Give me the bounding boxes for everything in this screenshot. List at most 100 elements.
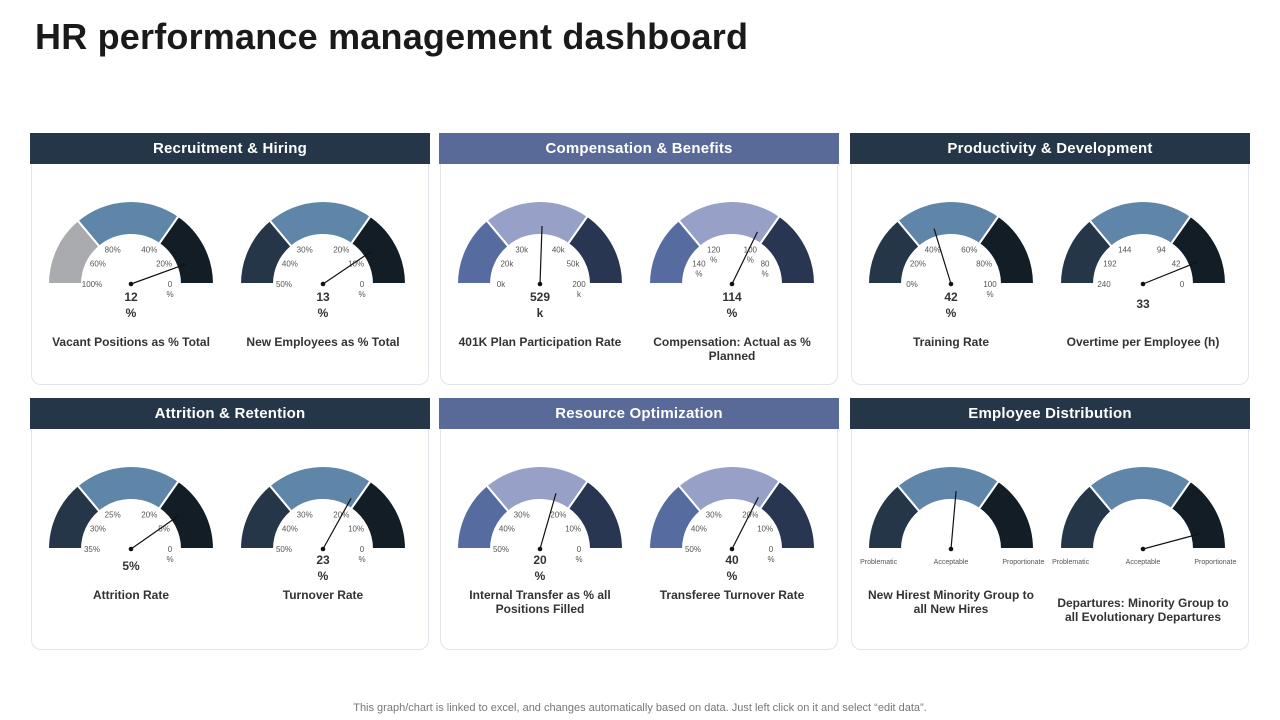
gauge-tick-label: 140% (692, 259, 706, 278)
gauge: 140 %120 % 100% 80 % 114% (647, 200, 817, 320)
gauge-value: 40% (725, 553, 739, 583)
gauge-segment (1169, 214, 1228, 285)
gauge-value: 20% (533, 553, 547, 583)
gauge-tick-label: Problematic (1052, 559, 1089, 566)
panel-body (851, 429, 1249, 650)
gauge-segment (157, 214, 216, 285)
gauge-tick-label: 0% (575, 545, 582, 564)
footer-note: This graph/chart is linked to excel, and… (353, 702, 927, 714)
gauge-tick-label: 40% (925, 246, 941, 255)
gauge-hub (948, 281, 954, 287)
gauge-tick-label: 30% (90, 524, 106, 533)
gauge-title: New Employees as % Total (246, 335, 400, 349)
panel-header: Recruitment & Hiring (30, 133, 430, 164)
gauge-tick-label: 20% (742, 511, 758, 520)
gauge-tick-label: 0 (1180, 280, 1185, 289)
gauge-tick-label: 40% (691, 524, 707, 533)
panel-body (440, 429, 838, 650)
gauge-tick-label: 30% (706, 511, 722, 520)
gauge-title: Overtime per Employee (h) (1066, 335, 1220, 349)
gauge: 50% 40% 30% 20% 10% 0 % 13% (238, 200, 408, 320)
panel-attrition-retention: Attrition & Retention Attrition Rate Turno… (30, 398, 430, 650)
gauge: 50% 40% 30% 20% 10% 0 % 40% (647, 465, 817, 583)
gauge-tick-label: Acceptable (934, 559, 969, 566)
gauge-value: 114% (722, 290, 742, 320)
gauge-title: Turnover Rate (282, 588, 364, 602)
panel-header: Attrition & Retention (30, 398, 430, 429)
gauge-needle (1142, 533, 1200, 550)
gauge-tick-label: 40k (552, 246, 566, 255)
panel-body (31, 429, 429, 650)
gauge-tick-label: 200 k (572, 280, 586, 299)
gauge-tick-label: 10% (348, 524, 364, 533)
gauge-tick-label: 50% (685, 545, 701, 554)
gauge-hub (128, 281, 134, 287)
panel-compensation-benefits: Compensation & Benefits 401K Plan Partici… (439, 133, 839, 385)
gauge-hub (1140, 281, 1146, 287)
gauge-tick-label: 60% (90, 259, 106, 268)
gauge-tick-label: 80% (105, 246, 121, 255)
panel-body (31, 164, 429, 385)
gauge-value: 42% (944, 290, 958, 320)
gauge-tick-label: 20% (333, 246, 349, 255)
gauge-tick-label: 20% (156, 259, 172, 268)
gauge-needle (731, 497, 759, 550)
gauge-needle (322, 497, 352, 550)
gauge-title: 401K Plan Participation Rate (458, 335, 622, 349)
gauge-tick-label: 40% (499, 524, 515, 533)
gauge-needle (1142, 261, 1198, 285)
gauge-chart-pair: 50% 40% 30% 20% 10% 0 % 20 % 50% 40% 30% 20% 10% 0 % 40% (455, 465, 817, 583)
gauge-tick-label: 30k (515, 246, 529, 255)
gauge-tick-label: 120% (707, 246, 721, 265)
gauge-hub (537, 281, 543, 287)
gauge-title: Transferee Turnover Rate (659, 588, 805, 602)
gauge-segment (157, 479, 216, 550)
gauge-segment (566, 479, 625, 550)
gauge-title: Attrition Rate (93, 588, 169, 602)
gauge-tick-label: Proportionate (1002, 559, 1044, 566)
panel-resource-optimization: Resource Optimization Internal Transfer a… (439, 398, 839, 650)
gauge-title: Compensation: Actual as % Planned (653, 335, 811, 363)
gauge-value: 23% (316, 553, 330, 583)
gauge-hub (729, 546, 735, 552)
gauge-tick-label: 80% (761, 259, 770, 278)
gauge-value: 12% (124, 290, 138, 320)
gauge-title: New Hirest Minority Group to all New Hir… (867, 588, 1034, 616)
gauge-tick-label: 60% (961, 246, 977, 255)
gauge-segment (977, 214, 1036, 285)
gauge-tick-label: 40% (282, 524, 298, 533)
gauge-tick-label: 5% (158, 524, 170, 533)
gauge-hub (729, 281, 735, 287)
gauge-tick-label: 0% (767, 545, 774, 564)
gauge-tick-label: 100% (82, 280, 102, 289)
gauge-tick-label: 20% (141, 511, 157, 520)
gauge-tick-label: 10% (565, 524, 581, 533)
gauge-tick-label: 20k (500, 259, 514, 268)
gauge-tick-label: 0% (358, 280, 365, 299)
gauge-chart-pair: 100% 60% 80% 40% 20% 0 % 12 % 50% 40% 30% 20% 10% 0 % 13… (46, 200, 408, 320)
gauge-tick-label: Acceptable (1126, 559, 1161, 566)
gauge: Problematic Acceptable Proportionate (1052, 465, 1237, 566)
gauge-needle (731, 231, 758, 285)
gauge-tick-label: 80% (976, 259, 992, 268)
gauge-tick-label: 50% (276, 545, 292, 554)
gauge: Problematic Acceptable Proportionate (860, 465, 1045, 566)
gauge-hub (320, 281, 326, 287)
gauge-tick-label: 30% (297, 246, 313, 255)
panel-recruitment-hiring: Recruitment & Hiring Vacant Positions as … (30, 133, 430, 385)
gauge-hub (128, 546, 134, 552)
gauge-tick-label: 50% (276, 280, 292, 289)
gauge-tick-label: 40% (282, 259, 298, 268)
gauge-needle (322, 251, 372, 285)
gauge-tick-label: 42 (1172, 259, 1181, 268)
gauge-segment (349, 214, 408, 285)
gauge-segment (1169, 479, 1228, 550)
gauge-hub (1140, 546, 1146, 552)
gauge-tick-label: 0k (497, 280, 506, 289)
gauge-tick-label: Problematic (860, 559, 897, 566)
gauge-tick-label: 30% (514, 511, 530, 520)
gauge-chart-pair: 35%30%25%20%5%0%5%50%40%30%20%10%0%23% (46, 465, 408, 583)
